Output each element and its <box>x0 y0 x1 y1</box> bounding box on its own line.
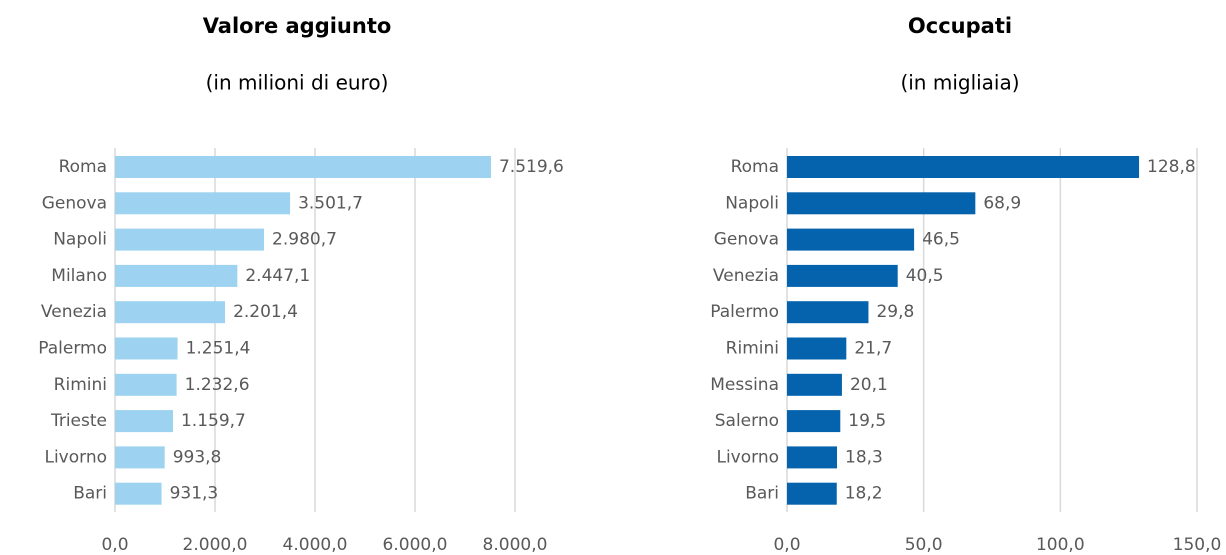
category-label: Messina <box>710 375 779 395</box>
category-label: Palermo <box>38 339 107 359</box>
value-label: 931,3 <box>170 484 219 504</box>
category-label: Bari <box>73 484 107 504</box>
value-label: 18,2 <box>845 484 883 504</box>
category-label: Trieste <box>50 411 107 431</box>
value-label: 21,7 <box>854 339 892 359</box>
bar <box>115 482 162 505</box>
x-tick-label: 8.000,0 <box>483 535 548 555</box>
category-label: Salerno <box>715 411 779 431</box>
category-label: Milano <box>51 266 107 286</box>
value-label: 1.159,7 <box>181 411 246 431</box>
value-label: 40,5 <box>906 266 944 286</box>
category-label: Livorno <box>716 447 779 467</box>
category-label: Venezia <box>41 302 107 322</box>
category-label: Bari <box>745 484 779 504</box>
x-tick-label: 150,0 <box>1173 535 1222 555</box>
bar <box>787 373 842 396</box>
category-label: Genova <box>42 193 107 213</box>
value-label: 128,8 <box>1147 157 1196 177</box>
chart-title: Occupati <box>908 14 1012 38</box>
value-label: 19,5 <box>848 411 886 431</box>
category-label: Genova <box>714 230 779 250</box>
bar <box>787 410 841 433</box>
chart-subtitle: (in migliaia) <box>900 71 1019 95</box>
bar <box>115 337 178 360</box>
x-tick-label: 6.000,0 <box>383 535 448 555</box>
value-label: 29,8 <box>876 302 914 322</box>
bar <box>115 228 265 251</box>
value-label: 1.251,4 <box>186 339 251 359</box>
value-label: 3.501,7 <box>298 193 363 213</box>
bar <box>787 156 1140 178</box>
bar <box>115 192 291 215</box>
value-label: 18,3 <box>845 447 883 467</box>
x-tick-label: 50,0 <box>905 535 943 555</box>
x-tick-label: 100,0 <box>1036 535 1085 555</box>
bar <box>787 337 847 360</box>
bar <box>115 264 238 287</box>
category-label: Palermo <box>710 302 779 322</box>
bar <box>787 301 869 324</box>
value-label: 2.980,7 <box>272 230 337 250</box>
value-label: 1.232,6 <box>185 375 250 395</box>
category-label: Rimini <box>54 375 107 395</box>
category-label: Napoli <box>725 193 779 213</box>
x-tick-label: 0,0 <box>773 535 800 555</box>
bar <box>787 192 976 215</box>
category-label: Roma <box>731 157 779 177</box>
bar <box>115 156 491 178</box>
value-label: 993,8 <box>173 447 222 467</box>
bar <box>115 410 173 433</box>
bar <box>787 228 915 251</box>
bar <box>787 264 898 287</box>
chart-title: Valore aggiunto <box>203 14 392 38</box>
x-tick-label: 4.000,0 <box>283 535 348 555</box>
bar <box>787 446 838 469</box>
value-label: 7.519,6 <box>499 157 564 177</box>
value-label: 68,9 <box>983 193 1021 213</box>
bar <box>787 482 837 505</box>
category-label: Napoli <box>53 230 107 250</box>
value-label: 20,1 <box>850 375 888 395</box>
x-tick-label: 2.000,0 <box>183 535 248 555</box>
x-tick-label: 0,0 <box>101 535 128 555</box>
value-label: 46,5 <box>922 230 960 250</box>
bar <box>115 373 177 396</box>
bar <box>115 301 226 324</box>
chart-subtitle: (in milioni di euro) <box>206 71 389 95</box>
bar <box>115 446 165 469</box>
category-label: Venezia <box>713 266 779 286</box>
category-label: Roma <box>59 157 107 177</box>
category-label: Livorno <box>44 447 107 467</box>
value-label: 2.447,1 <box>245 266 310 286</box>
category-label: Rimini <box>726 339 779 359</box>
value-label: 2.201,4 <box>233 302 298 322</box>
